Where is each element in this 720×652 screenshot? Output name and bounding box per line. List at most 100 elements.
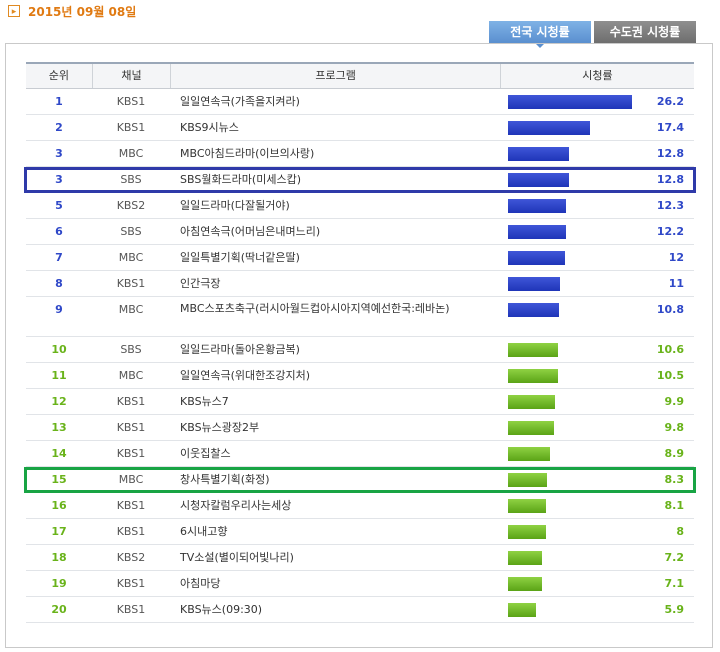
rank-cell: 5	[55, 199, 63, 212]
rating-bar	[508, 395, 555, 409]
program-cell: KBS뉴스광장2부	[180, 421, 260, 434]
rating-value: 12.2	[656, 225, 684, 238]
rank-cell: 14	[51, 447, 67, 460]
program-cell: 일일연속극(위대한조강지처)	[180, 369, 311, 382]
channel-cell: MBC	[118, 473, 144, 486]
rank-cell: 15	[51, 473, 67, 486]
rating-bar	[508, 121, 590, 135]
rank-cell: 17	[51, 525, 67, 538]
channel-cell: KBS1	[116, 447, 146, 460]
table-row: 13 KBS1 KBS뉴스광장2부 9.8	[26, 415, 694, 441]
table-row: 20 KBS1 KBS뉴스(09:30) 5.9	[26, 597, 694, 623]
program-cell: 창사특별기획(화정)	[180, 473, 270, 486]
arrow-right-icon[interactable]: ▸	[8, 5, 20, 17]
table-row: 11 MBC 일일연속극(위대한조강지처) 10.5	[26, 363, 694, 389]
rating-bar	[508, 499, 546, 513]
program-cell: MBC스포츠축구(러시아월드컵아시아지역예선한국:레바논)	[180, 302, 450, 315]
rating-cell: 9.9	[500, 389, 694, 414]
rating-cell: 17.4	[500, 115, 694, 140]
program-cell: 6시내고향	[180, 525, 228, 538]
rating-cell: 8	[500, 519, 694, 544]
channel-cell: KBS1	[116, 95, 146, 108]
ratings-panel: 순위 채널 프로그램 시청률 1 KBS1 일일연속극(가족을지켜라) 26.2 2 KB…	[5, 43, 713, 648]
rating-bar	[508, 577, 542, 591]
channel-cell: KBS1	[116, 395, 146, 408]
rank-cell: 20	[51, 603, 67, 616]
channel-cell: KBS1	[116, 525, 146, 538]
channel-cell: MBC	[118, 147, 144, 160]
rating-cell: 8.3	[500, 467, 694, 492]
program-cell: 인간극장	[180, 277, 221, 290]
header-channel: 채널	[91, 64, 171, 88]
rating-cell: 10.8	[500, 297, 694, 336]
rating-cell: 12.8	[500, 141, 694, 166]
rating-bar	[508, 343, 558, 357]
table-row: 6 SBS 아침연속극(어머님은내며느리) 12.2	[26, 219, 694, 245]
table-row: 9 MBC MBC스포츠축구(러시아월드컵아시아지역예선한국:레바논) 10.8	[26, 297, 694, 337]
rank-cell: 1	[55, 95, 63, 108]
rating-bar	[508, 199, 566, 213]
rating-value: 5.9	[664, 603, 685, 616]
table-row: 8 KBS1 인간극장 11	[26, 271, 694, 297]
channel-cell: KBS2	[116, 551, 146, 564]
channel-cell: MBC	[118, 303, 144, 316]
rating-bar	[508, 277, 560, 291]
rank-cell: 2	[55, 121, 63, 134]
program-cell: 아침연속극(어머님은내며느리)	[180, 225, 321, 238]
rating-cell: 8.1	[500, 493, 694, 518]
rating-value: 10.8	[656, 303, 684, 316]
rating-value: 9.9	[664, 395, 685, 408]
rating-bar	[508, 473, 547, 487]
table-header: 순위 채널 프로그램 시청률	[26, 64, 694, 89]
date-label: 2015년 09월 08일	[28, 4, 137, 19]
rating-bar	[508, 369, 558, 383]
rank-cell: 10	[51, 343, 67, 356]
rank-cell: 13	[51, 421, 67, 434]
table-row: 1 KBS1 일일연속극(가족을지켜라) 26.2	[26, 89, 694, 115]
channel-cell: MBC	[118, 251, 144, 264]
table-body: 1 KBS1 일일연속극(가족을지켜라) 26.2 2 KBS1 KBS9시뉴스 17.4 3 M…	[26, 89, 694, 623]
rating-cell: 11	[500, 271, 694, 296]
channel-cell: KBS1	[116, 577, 146, 590]
channel-cell: SBS	[120, 343, 142, 356]
rating-cell: 7.1	[500, 571, 694, 596]
rating-bar	[508, 303, 559, 317]
table-row: 18 KBS2 TV소설(별이되어빛나리) 7.2	[26, 545, 694, 571]
table-row: 16 KBS1 시청자칼럼우리사는세상 8.1	[26, 493, 694, 519]
rating-cell: 12	[500, 245, 694, 270]
rating-bar	[508, 225, 566, 239]
rating-cell: 7.2	[500, 545, 694, 570]
program-cell: TV소설(별이되어빛나리)	[180, 551, 294, 564]
rating-bar	[508, 251, 565, 265]
table-row: 2 KBS1 KBS9시뉴스 17.4	[26, 115, 694, 141]
rank-cell: 9	[55, 303, 63, 316]
rating-value: 8.3	[664, 473, 685, 486]
rank-cell: 11	[51, 369, 67, 382]
rating-bar	[508, 421, 554, 435]
rank-cell: 3	[55, 147, 63, 160]
tab-national-rating[interactable]: 전국 시청률	[489, 21, 591, 48]
rating-value: 12.8	[656, 173, 684, 186]
rank-cell: 6	[55, 225, 63, 238]
table-row: 15 MBC 창사특별기획(화정) 8.3	[26, 467, 694, 493]
channel-cell: MBC	[118, 369, 144, 382]
rating-cell: 9.8	[500, 415, 694, 440]
header-program: 프로그램	[170, 64, 500, 88]
rating-cell: 12.2	[500, 219, 694, 244]
rank-cell: 8	[55, 277, 63, 290]
program-cell: KBS9시뉴스	[180, 121, 239, 134]
program-cell: MBC아침드라마(이브의사랑)	[180, 147, 315, 160]
table-row: 10 SBS 일일드라마(돌아온황금복) 10.6	[26, 337, 694, 363]
rating-value: 10.6	[656, 343, 684, 356]
rating-value: 8.9	[664, 447, 685, 460]
table-row: 19 KBS1 아침마당 7.1	[26, 571, 694, 597]
table-row: 12 KBS1 KBS뉴스7 9.9	[26, 389, 694, 415]
rank-cell: 16	[51, 499, 67, 512]
table-row: 5 KBS2 일일드라마(다잘될거야) 12.3	[26, 193, 694, 219]
tab-capital-rating[interactable]: 수도권 시청률	[594, 21, 696, 43]
table-row: 17 KBS1 6시내고향 8	[26, 519, 694, 545]
program-cell: 시청자칼럼우리사는세상	[180, 499, 292, 512]
rating-bar	[508, 147, 569, 161]
rating-tabs: 전국 시청률 수도권 시청률	[489, 21, 696, 48]
rating-bar	[508, 551, 542, 565]
